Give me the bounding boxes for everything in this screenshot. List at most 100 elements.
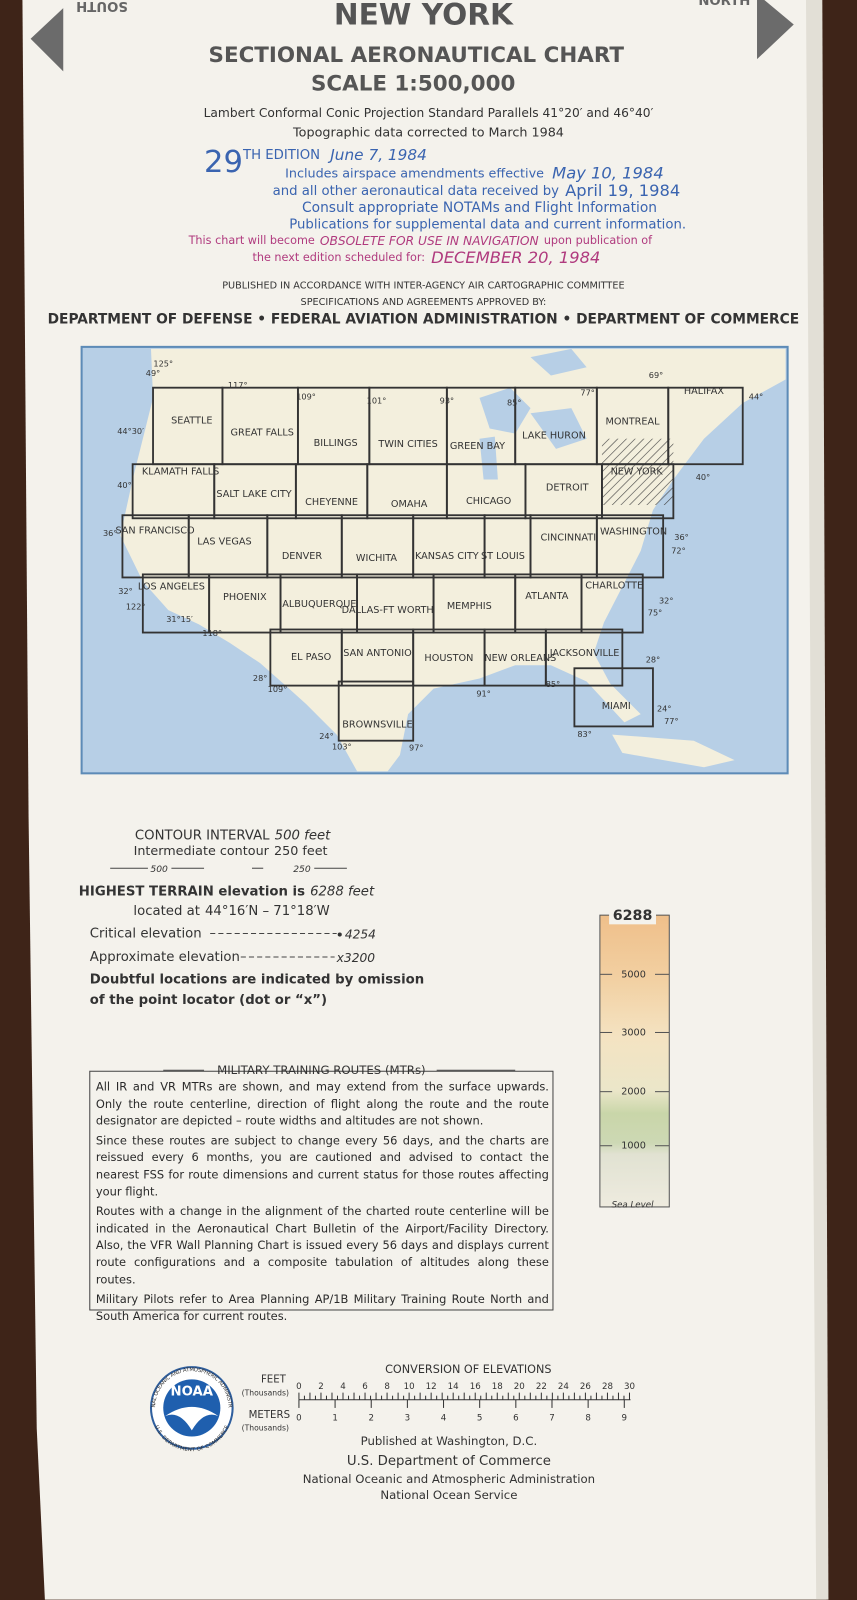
text-line: 29TH EDITION June 7, 1984 xyxy=(204,145,427,180)
graticule-label: 49° xyxy=(146,368,160,378)
text-line: 250 xyxy=(293,864,311,875)
footer-line: National Ocean Service xyxy=(380,1488,517,1502)
text-line: FEET xyxy=(261,1374,287,1385)
text-line: CONVERSION OF ELEVATIONS xyxy=(385,1363,551,1376)
lake xyxy=(479,436,498,480)
chart-name: WASHINGTON xyxy=(600,527,667,538)
feet-tick-label: 14 xyxy=(448,1382,460,1392)
lines: PUBLISHED IN ACCORDANCE WITH INTER-AGENC… xyxy=(222,281,624,292)
graticule-label: 40° xyxy=(117,480,131,490)
graticule-label: 77° xyxy=(664,716,678,726)
tint-top: 6288 xyxy=(613,908,653,924)
chart-name: DALLAS-FT WORTH xyxy=(342,605,434,616)
graticule-label: 32° xyxy=(659,595,673,605)
text-line: PUBLISHED IN ACCORDANCE WITH INTER-AGENC… xyxy=(222,281,624,292)
tint-level: 5000 xyxy=(621,969,646,980)
amendments-date: May 10, 1984 xyxy=(552,163,664,182)
meter-tick-label: 3 xyxy=(405,1414,411,1424)
text-line: SCALE 1:500,000 xyxy=(311,72,515,97)
suffix: TH EDITION xyxy=(242,148,320,163)
feet-tick-label: 26 xyxy=(580,1382,591,1392)
consult: Publications for supplemental data and c… xyxy=(289,217,686,232)
bay xyxy=(530,348,587,376)
chart-name: TWIN CITIES xyxy=(377,439,437,450)
next-edition-date: DECEMBER 20, 1984 xyxy=(431,248,600,267)
text-line: HIGHEST TERRAIN elevation is 6288 feet xyxy=(79,885,375,900)
graticule-label: 32° xyxy=(118,586,132,596)
chart-name: GREEN BAY xyxy=(450,441,505,452)
chart-name: KLAMATH FALLS xyxy=(142,466,219,477)
feet-label: FEET xyxy=(261,1374,287,1385)
text-line: NORTH xyxy=(698,0,750,9)
feet-tick-label: 0 xyxy=(296,1382,302,1392)
graticule-label: 85° xyxy=(507,397,521,407)
meter-tick-label: 0 xyxy=(296,1414,302,1424)
chart-name: NEW YORK xyxy=(611,466,664,477)
text-line: DEPARTMENT OF DEFENSE • FEDERAL AVIATION… xyxy=(48,311,800,327)
feet-tick-label: 2 xyxy=(318,1382,324,1392)
chart-name: JACKSONVILLE xyxy=(549,648,620,659)
chart-cell xyxy=(580,573,644,634)
feet-tick-label: 12 xyxy=(426,1382,437,1392)
feet-tick-label: 4 xyxy=(340,1382,346,1392)
text-line: SPECIFICATIONS AND AGREEMENTS APPROVED B… xyxy=(301,297,547,308)
graticule-label: 31°15′ xyxy=(166,614,193,624)
scale: SCALE 1:500,000 xyxy=(311,72,515,97)
graticule-label: 44°30′ xyxy=(117,426,144,436)
chart-name: OMAHA xyxy=(391,499,428,510)
footer-line: Published at Washington, D.C. xyxy=(361,1434,538,1448)
mtr-box xyxy=(89,1070,554,1311)
chart-name: MEMPHIS xyxy=(447,601,492,612)
text-line: of the point locator (dot or “x”) xyxy=(90,993,327,1008)
other-data: and all other aeronautical data received… xyxy=(273,184,559,199)
graticule-label: 40° xyxy=(696,472,710,482)
meter-tick-label: 4 xyxy=(441,1414,447,1424)
chart-name: CHEYENNE xyxy=(305,497,358,508)
critical-label: Critical elevation xyxy=(90,927,202,942)
other-data-date: April 19, 1984 xyxy=(565,180,680,199)
left-tab: SOUTH xyxy=(76,0,128,13)
text-line: METERS xyxy=(249,1410,290,1421)
graticule-label: 85° xyxy=(546,679,560,689)
text-line: CONTOUR INTERVAL 500 feet xyxy=(135,829,331,844)
consult: Consult appropriate NOTAMs and Flight In… xyxy=(302,200,657,216)
chart-name: ST LOUIS xyxy=(481,551,525,562)
feet-tick-label: 10 xyxy=(404,1382,415,1392)
approximate-label: Approximate elevation xyxy=(90,950,240,965)
subtitle: SECTIONAL AERONAUTICAL CHART xyxy=(209,43,625,68)
tint-top-box xyxy=(609,906,657,925)
text-line: Approximate elevation xyxy=(90,950,240,965)
graticule-label: 93° xyxy=(440,395,454,405)
text-line: Consult appropriate NOTAMs and Flight In… xyxy=(302,200,657,216)
chart-name: EL PASO xyxy=(291,652,332,663)
intermediate-value: 250 feet xyxy=(274,843,328,858)
graticule-label: 77° xyxy=(580,387,594,397)
elevation-dot xyxy=(337,932,342,937)
text-line: the next edition scheduled for: DECEMBER … xyxy=(252,248,600,267)
arrow-right xyxy=(757,0,794,60)
chart-name: SALT LAKE CITY xyxy=(216,489,291,500)
unit: (Thousands) xyxy=(242,1389,289,1398)
sample-major: 500 xyxy=(150,864,168,875)
chart-name: BILLINGS xyxy=(314,438,358,449)
text-line: Lambert Conformal Conic Projection Stand… xyxy=(204,106,654,120)
arrow-left xyxy=(30,8,64,72)
chart-name: DENVER xyxy=(282,551,323,562)
topographic: Topographic data corrected to March 1984 xyxy=(292,125,564,140)
text-line: Critical elevation xyxy=(90,927,202,942)
chart-cell xyxy=(601,463,675,520)
meter-tick-label: 6 xyxy=(513,1414,519,1424)
text-line: This chart will become OBSOLETE FOR USE I… xyxy=(188,233,654,247)
text-line: SECTIONAL AERONAUTICAL CHART xyxy=(209,43,625,68)
text-line: Includes airspace amendments effective Ma… xyxy=(285,163,664,182)
chart-cell xyxy=(667,386,744,466)
doubtful: Doubtful locations are indicated by omis… xyxy=(90,972,424,987)
lake xyxy=(479,387,531,434)
feet-tick-label: 20 xyxy=(514,1382,525,1392)
chart-name: ALBUQUERQUE xyxy=(282,599,356,610)
meter-tick-label: 1 xyxy=(332,1414,338,1424)
island xyxy=(612,734,735,768)
graticule-label: 125° xyxy=(153,359,173,369)
